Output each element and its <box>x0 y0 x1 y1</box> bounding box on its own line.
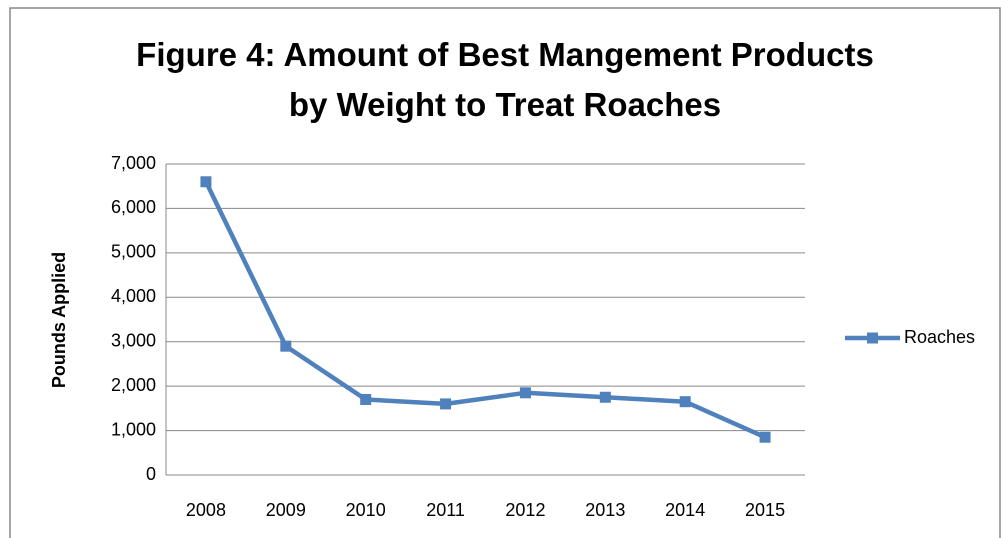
y-tick-label: 4,000 <box>111 286 156 306</box>
y-tick-label: 7,000 <box>111 153 156 173</box>
data-point <box>519 387 531 399</box>
x-tick-label: 2008 <box>186 500 226 520</box>
x-tick-label: 2012 <box>505 500 545 520</box>
series-line <box>203 180 766 440</box>
data-point <box>599 391 611 403</box>
y-tick-label: 3,000 <box>111 330 156 350</box>
data-point <box>280 340 292 352</box>
data-point <box>440 398 452 410</box>
x-tick-label: 2011 <box>426 500 465 520</box>
chart-frame <box>9 7 1001 538</box>
data-point <box>200 176 212 188</box>
x-tick-label: 2015 <box>745 500 785 520</box>
x-tick-label: 2009 <box>266 500 306 520</box>
y-tick-label: 2,000 <box>111 375 156 395</box>
legend-label: Roaches <box>904 327 975 347</box>
y-axis-label: Pounds Applied <box>49 252 69 388</box>
data-point <box>679 396 691 408</box>
y-tick-label: 0 <box>146 464 156 484</box>
y-tick-label: 6,000 <box>111 197 156 217</box>
y-tick-label: 5,000 <box>111 242 156 262</box>
chart-title: Figure 4: Amount of Best Mangement Produ… <box>136 36 874 123</box>
x-tick-label: 2014 <box>665 500 705 520</box>
x-tick-label: 2010 <box>346 500 386 520</box>
data-point <box>759 431 771 443</box>
x-tick-label: 2013 <box>585 500 625 520</box>
data-point <box>360 393 372 405</box>
y-tick-label: 1,000 <box>111 419 156 439</box>
legend-marker <box>867 332 878 344</box>
